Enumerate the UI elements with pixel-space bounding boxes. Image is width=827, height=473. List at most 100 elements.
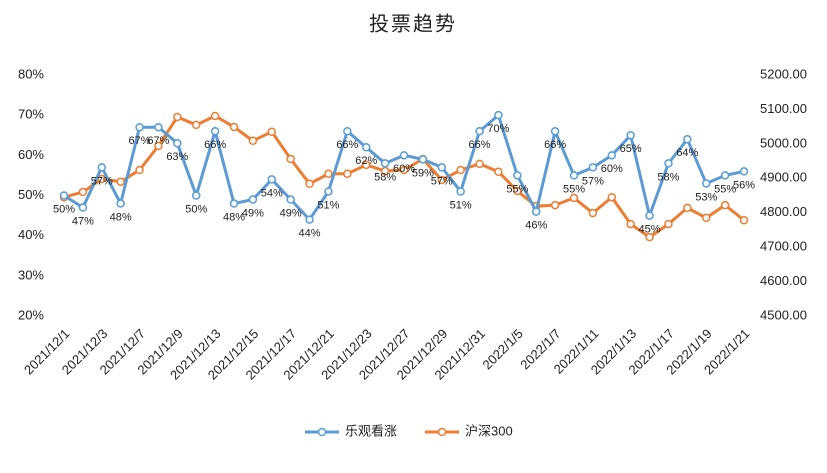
point xyxy=(701,213,711,223)
legend-marker xyxy=(437,427,447,437)
data-label: 55% xyxy=(563,183,585,195)
y2-tick-label: 5200.00 xyxy=(760,66,807,81)
point xyxy=(645,211,654,220)
data-label: 63% xyxy=(166,151,188,163)
point xyxy=(59,191,69,200)
point xyxy=(248,136,258,146)
point xyxy=(248,195,258,204)
point xyxy=(513,171,522,180)
point xyxy=(210,111,220,121)
point xyxy=(494,167,503,176)
data-label: 46% xyxy=(525,219,547,231)
data-label: 66% xyxy=(336,139,358,151)
point xyxy=(78,203,88,212)
data-label: 55% xyxy=(714,183,736,195)
point xyxy=(569,171,579,180)
x-tick-label: 2022/1/5 xyxy=(479,326,525,372)
point xyxy=(720,171,730,180)
point xyxy=(229,199,239,208)
data-label: 64% xyxy=(676,147,698,159)
y2-tick-label: 5100.00 xyxy=(760,101,807,116)
point xyxy=(154,141,163,151)
y2-tick-label: 4800.00 xyxy=(760,204,807,219)
legend-marker xyxy=(317,427,327,437)
point xyxy=(531,207,541,216)
data-label: 45% xyxy=(639,223,661,235)
data-label: 56% xyxy=(733,179,755,191)
point xyxy=(550,200,560,210)
point xyxy=(701,179,711,188)
point xyxy=(664,159,673,168)
point xyxy=(494,110,503,120)
data-label: 70% xyxy=(487,123,509,135)
point xyxy=(664,219,673,229)
point xyxy=(78,187,88,197)
y-tick-label: 20% xyxy=(18,307,44,322)
point xyxy=(343,169,352,179)
point xyxy=(305,179,314,189)
point xyxy=(229,122,239,132)
point xyxy=(116,199,125,208)
point xyxy=(173,139,182,148)
y2-tick-label: 4600.00 xyxy=(760,273,807,288)
point xyxy=(683,203,692,213)
data-label: 49% xyxy=(280,207,302,219)
point xyxy=(475,126,484,136)
data-label: 57% xyxy=(582,175,604,187)
point xyxy=(173,112,182,122)
point xyxy=(475,159,484,169)
point xyxy=(154,122,163,132)
point xyxy=(135,165,144,175)
point xyxy=(286,195,295,204)
data-label: 66% xyxy=(469,139,491,151)
point xyxy=(437,175,447,185)
point xyxy=(437,163,447,172)
point xyxy=(550,126,560,136)
point xyxy=(683,135,692,144)
data-label: 58% xyxy=(657,171,679,183)
point xyxy=(305,215,314,224)
point xyxy=(588,163,598,172)
data-label: 50% xyxy=(53,203,75,215)
data-label: 60% xyxy=(601,163,623,175)
y2-tick-label: 4900.00 xyxy=(760,170,807,185)
data-label: 66% xyxy=(544,139,566,151)
point xyxy=(210,126,220,136)
data-label: 49% xyxy=(242,207,264,219)
data-label: 59% xyxy=(412,167,434,179)
series: 50%47%57%48%67%67%63%50%66%48%49%54%49%4… xyxy=(53,110,755,240)
point xyxy=(380,159,390,168)
point xyxy=(720,200,730,210)
data-label: 60% xyxy=(393,163,415,175)
y-tick-label: 70% xyxy=(18,107,44,122)
point xyxy=(191,120,201,130)
point xyxy=(97,174,107,184)
y-tick-label: 40% xyxy=(18,227,44,242)
point xyxy=(324,169,333,179)
point xyxy=(456,187,465,196)
data-label: 51% xyxy=(317,199,339,211)
data-label: 66% xyxy=(204,139,226,151)
data-label: 57% xyxy=(91,175,113,187)
data-label: 53% xyxy=(695,191,717,203)
point xyxy=(569,193,579,203)
point xyxy=(645,232,654,242)
point xyxy=(361,143,371,152)
y-tick-label: 50% xyxy=(18,187,44,202)
legend-label: 乐观看涨 xyxy=(345,423,397,438)
point xyxy=(135,122,144,132)
point xyxy=(361,160,371,170)
point xyxy=(324,187,333,196)
point xyxy=(418,155,428,164)
point xyxy=(456,165,465,175)
data-label: 67% xyxy=(129,135,151,147)
point xyxy=(626,131,635,140)
data-label: 51% xyxy=(450,199,472,211)
data-label: 65% xyxy=(620,143,642,155)
data-label: 54% xyxy=(261,187,283,199)
data-label: 58% xyxy=(374,171,396,183)
data-label: 48% xyxy=(110,211,132,223)
point xyxy=(399,151,409,160)
point xyxy=(739,167,749,176)
data-label: 55% xyxy=(506,183,528,195)
